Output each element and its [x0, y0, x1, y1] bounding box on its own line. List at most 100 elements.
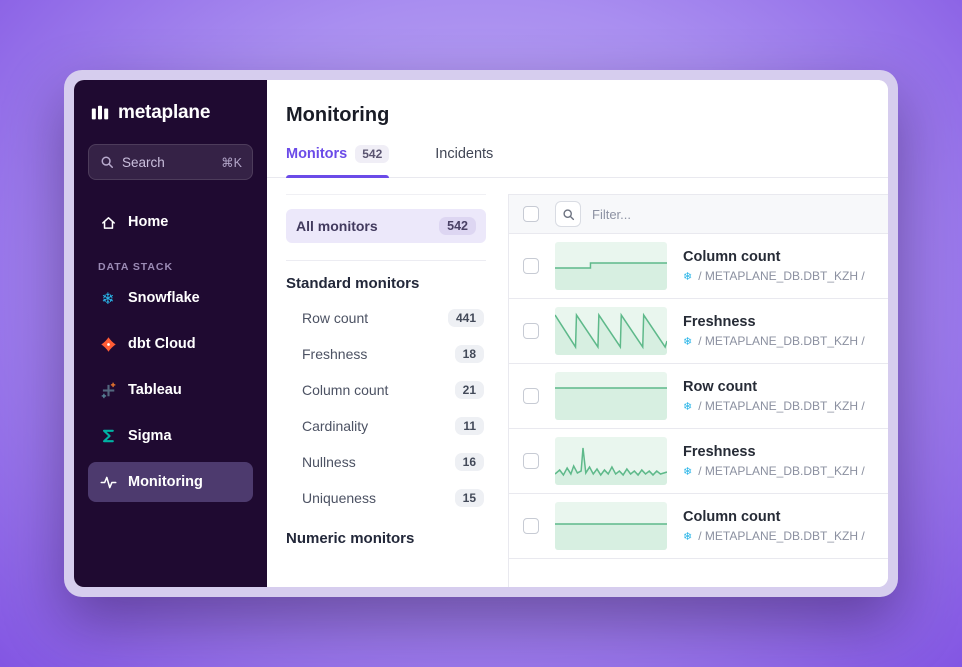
tab-incidents[interactable]: Incidents	[435, 145, 493, 177]
sidebar-item-tableau[interactable]: Tableau	[88, 370, 253, 410]
standard-monitors-heading: Standard monitors	[286, 275, 420, 292]
sidebar: metaplane Search ⌘K	[74, 80, 267, 587]
brand: metaplane	[88, 102, 253, 124]
count-badge: 16	[454, 453, 484, 471]
filter-all-monitors[interactable]: All monitors 542	[286, 209, 486, 243]
sparkline-chart	[555, 307, 667, 355]
monitoring-icon	[98, 474, 118, 491]
snowflake-icon: ❄	[683, 464, 693, 478]
monitor-name: Row count	[683, 379, 758, 395]
sidebar-item-label: Tableau	[128, 382, 182, 398]
monitor-path: ❄ / METAPLANE_DB.DBT_KZH /	[683, 269, 888, 283]
monitor-name: Column count	[683, 249, 781, 265]
app-window: metaplane Search ⌘K	[64, 70, 898, 597]
count-badge: 11	[455, 417, 484, 435]
filter-label: Uniqueness	[302, 490, 376, 506]
tab-label: Monitors	[286, 146, 348, 162]
table-row[interactable]: Freshness ❄ / METAPLANE_DB.DBT_KZH /	[509, 299, 888, 364]
snowflake-icon: ❄	[683, 269, 693, 283]
monitor-path: ❄ / METAPLANE_DB.DBT_KZH /	[683, 334, 888, 348]
row-checkbox[interactable]	[523, 258, 539, 274]
path-text: / METAPLANE_DB.DBT_KZH /	[698, 464, 865, 478]
sidebar-item-monitoring[interactable]: Monitoring	[88, 462, 253, 502]
table-row[interactable]: Freshness ❄ / METAPLANE_DB.DBT_KZH /	[509, 429, 888, 494]
monitor-info: Column count ❄ / METAPLANE_DB.DBT_KZH /	[683, 509, 888, 543]
sidebar-item-home[interactable]: Home	[88, 202, 253, 242]
monitor-info: Column count ❄ / METAPLANE_DB.DBT_KZH /	[683, 249, 888, 283]
tableau-icon	[98, 382, 118, 399]
search-placeholder: Search	[122, 154, 165, 170]
sidebar-item-snowflake[interactable]: ❄ Snowflake	[88, 278, 253, 318]
filter-column-count[interactable]: Column count 21	[286, 372, 486, 408]
sidebar-item-label: Sigma	[128, 428, 172, 444]
search-shortcut: ⌘K	[221, 155, 242, 170]
monitor-name: Column count	[683, 509, 781, 525]
sidebar-item-dbt-cloud[interactable]: dbt Cloud	[88, 324, 253, 364]
count-badge: 542	[439, 217, 476, 235]
snowflake-icon: ❄	[101, 288, 115, 308]
select-all-checkbox[interactable]	[523, 206, 539, 222]
snowflake-icon: ❄	[683, 399, 693, 413]
filter-freshness[interactable]: Freshness 18	[286, 336, 486, 372]
content: All monitors 542 Standard monitors Row c…	[267, 178, 888, 587]
table-header	[509, 195, 888, 234]
tab-label: Incidents	[435, 146, 494, 162]
sidebar-item-label: Monitoring	[128, 474, 203, 490]
table-row[interactable]: Column count ❄ / METAPLANE_DB.DBT_KZH /	[509, 234, 888, 299]
filter-label: Row count	[302, 310, 369, 326]
table-filter-input[interactable]	[590, 205, 888, 223]
filter-nullness[interactable]: Nullness 16	[286, 444, 486, 480]
filter-label: Freshness	[302, 346, 368, 362]
tab-monitors-count-badge: 542	[355, 145, 390, 163]
tab-bar: Monitors 542 Incidents	[267, 127, 888, 178]
sparkline-chart	[555, 502, 667, 550]
path-text: / METAPLANE_DB.DBT_KZH /	[698, 529, 865, 543]
filter-row-count[interactable]: Row count 441	[286, 300, 486, 336]
brand-name: metaplane	[118, 102, 211, 123]
table-filter	[555, 201, 888, 227]
row-checkbox[interactable]	[523, 388, 539, 404]
search-input[interactable]: Search ⌘K	[88, 144, 253, 180]
count-badge: 441	[447, 309, 484, 327]
filter-cardinality[interactable]: Cardinality 11	[286, 408, 486, 444]
count-badge: 21	[454, 381, 484, 399]
monitor-path: ❄ / METAPLANE_DB.DBT_KZH /	[683, 464, 888, 478]
dbt-icon	[98, 336, 118, 353]
sidebar-item-label: Home	[128, 214, 169, 230]
filter-label: Cardinality	[302, 418, 369, 434]
sparkline-chart	[555, 437, 667, 485]
row-checkbox[interactable]	[523, 518, 539, 534]
sidebar-item-label: dbt Cloud	[128, 336, 196, 352]
monitors-table: Column count ❄ / METAPLANE_DB.DBT_KZH /	[508, 194, 888, 587]
sidebar-item-label: Snowflake	[128, 290, 200, 306]
sparkline-chart	[555, 242, 667, 290]
row-checkbox[interactable]	[523, 453, 539, 469]
sigma-icon	[98, 428, 118, 444]
monitor-path: ❄ / METAPLANE_DB.DBT_KZH /	[683, 399, 888, 413]
count-badge: 18	[454, 345, 484, 363]
section-label-data-stack: DATA STACK	[98, 261, 173, 273]
table-row[interactable]: Column count ❄ / METAPLANE_DB.DBT_KZH /	[509, 494, 888, 559]
sidebar-item-sigma[interactable]: Sigma	[88, 416, 253, 456]
filter-search-icon[interactable]	[555, 201, 581, 227]
path-text: / METAPLANE_DB.DBT_KZH /	[698, 334, 865, 348]
count-badge: 15	[454, 489, 484, 507]
table-row[interactable]: Row count ❄ / METAPLANE_DB.DBT_KZH /	[509, 364, 888, 429]
monitor-filter-panel: All monitors 542 Standard monitors Row c…	[286, 194, 486, 587]
monitor-info: Row count ❄ / METAPLANE_DB.DBT_KZH /	[683, 379, 888, 413]
monitor-name: Freshness	[683, 314, 756, 330]
numeric-monitors-heading: Numeric monitors	[286, 530, 415, 547]
path-text: / METAPLANE_DB.DBT_KZH /	[698, 269, 865, 283]
filter-label: Nullness	[302, 454, 356, 470]
monitor-info: Freshness ❄ / METAPLANE_DB.DBT_KZH /	[683, 314, 888, 348]
metaplane-app: metaplane Search ⌘K	[74, 80, 888, 587]
divider	[286, 260, 486, 261]
row-checkbox[interactable]	[523, 323, 539, 339]
tab-monitors[interactable]: Monitors 542	[286, 145, 390, 178]
monitor-name: Freshness	[683, 444, 756, 460]
sparkline-chart	[555, 372, 667, 420]
page-title: Monitoring	[286, 104, 390, 126]
snowflake-icon: ❄	[683, 529, 693, 543]
filter-uniqueness[interactable]: Uniqueness 15	[286, 480, 486, 516]
